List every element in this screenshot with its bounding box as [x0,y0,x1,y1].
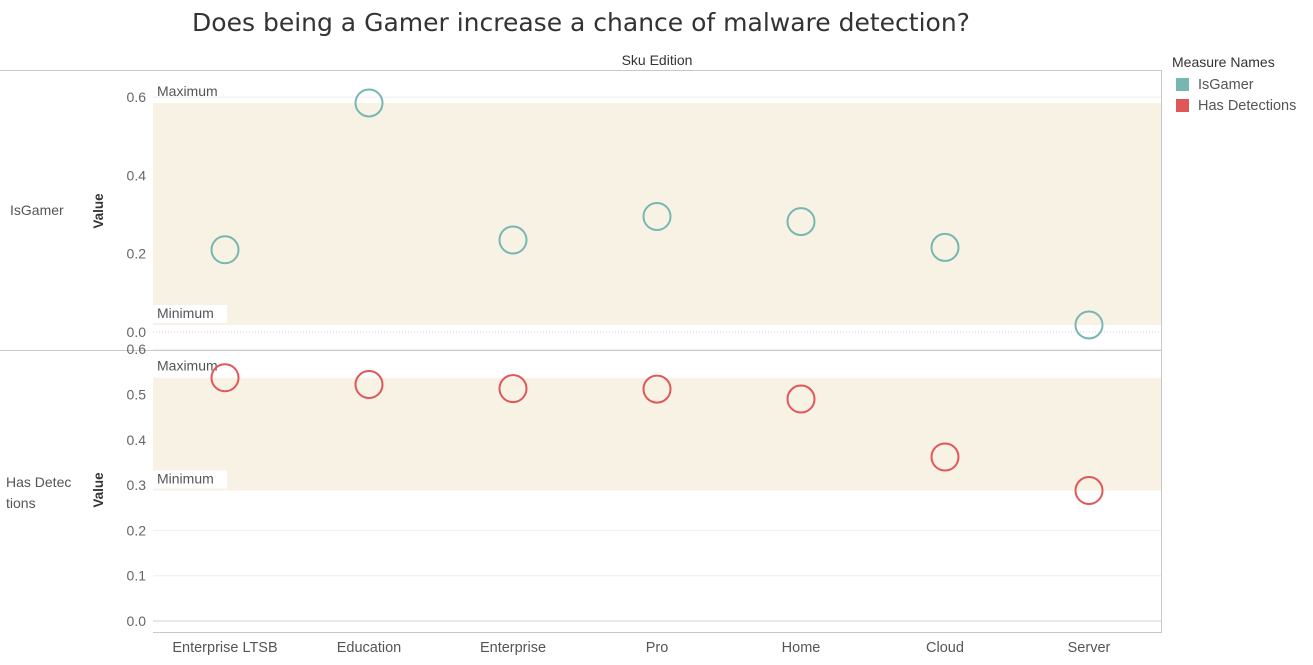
legend-title: Measure Names [1172,54,1275,70]
x-tick-label: Education [337,640,402,656]
y-tick-label: 0.3 [127,477,147,493]
column-header: Sku Edition [622,52,693,68]
y-tick-label: 0.0 [127,613,147,629]
y-tick-label: 0.6 [127,89,147,105]
band-max-label: Maximum [157,83,218,99]
y-axis-title: Value [91,193,106,229]
data-point-has-detections [498,374,528,404]
data-point-isgamer [498,225,528,255]
y-tick-label: 0.1 [127,568,147,584]
band-min-label: Minimum [157,471,214,487]
data-point-isgamer [786,207,816,237]
legend-label-has-detections: Has Detections [1198,97,1297,114]
legend-swatch-isgamer [1176,78,1189,91]
data-point-isgamer [354,88,384,118]
legend: Measure Names IsGamer Has Detections [1172,54,1296,116]
data-point-has-detections [354,370,384,400]
x-tick-label: Home [782,640,821,656]
legend-label-isgamer: IsGamer [1198,76,1254,93]
y-tick-label: 0.0 [127,324,147,340]
x-tick-label: Enterprise [480,640,546,656]
data-point-isgamer [930,232,960,262]
row-label: Has Detec [6,474,71,490]
x-tick-label: Pro [646,640,669,656]
y-tick-label: 0.2 [127,522,147,538]
data-point-isgamer [642,202,672,232]
band-min-label-bg [153,304,227,323]
y-axis-title: Value [91,472,106,508]
data-point-isgamer [210,235,240,265]
data-point-has-detections [786,384,816,414]
row-label: tions [6,495,36,511]
data-point-isgamer [1074,310,1104,340]
band-max-label: Maximum [157,358,218,374]
chart-title: Does being a Gamer increase a chance of … [192,8,970,37]
x-tick-label: Enterprise LTSB [172,640,277,656]
band-min-label: Minimum [157,305,214,321]
data-point-has-detections [642,374,672,404]
reference-band [153,102,1161,325]
y-tick-label: 0.4 [127,167,147,183]
y-tick-label: 0.2 [127,246,147,262]
legend-item-isgamer[interactable]: IsGamer [1172,74,1296,95]
x-tick-label: Server [1068,640,1111,656]
band-min-label-bg [153,470,227,489]
reference-band [153,377,1161,491]
legend-item-has-detections[interactable]: Has Detections [1172,95,1296,116]
data-point-has-detections [930,442,960,472]
data-point-has-detections [210,363,240,393]
y-tick-label: 0.4 [127,432,147,448]
x-tick-label: Cloud [926,640,964,656]
y-tick-label: 0.5 [127,387,147,403]
data-point-has-detections [1074,476,1104,506]
row-label: IsGamer [10,202,64,218]
y-tick-label: 0.6 [127,341,147,357]
legend-swatch-has-detections [1176,99,1189,112]
